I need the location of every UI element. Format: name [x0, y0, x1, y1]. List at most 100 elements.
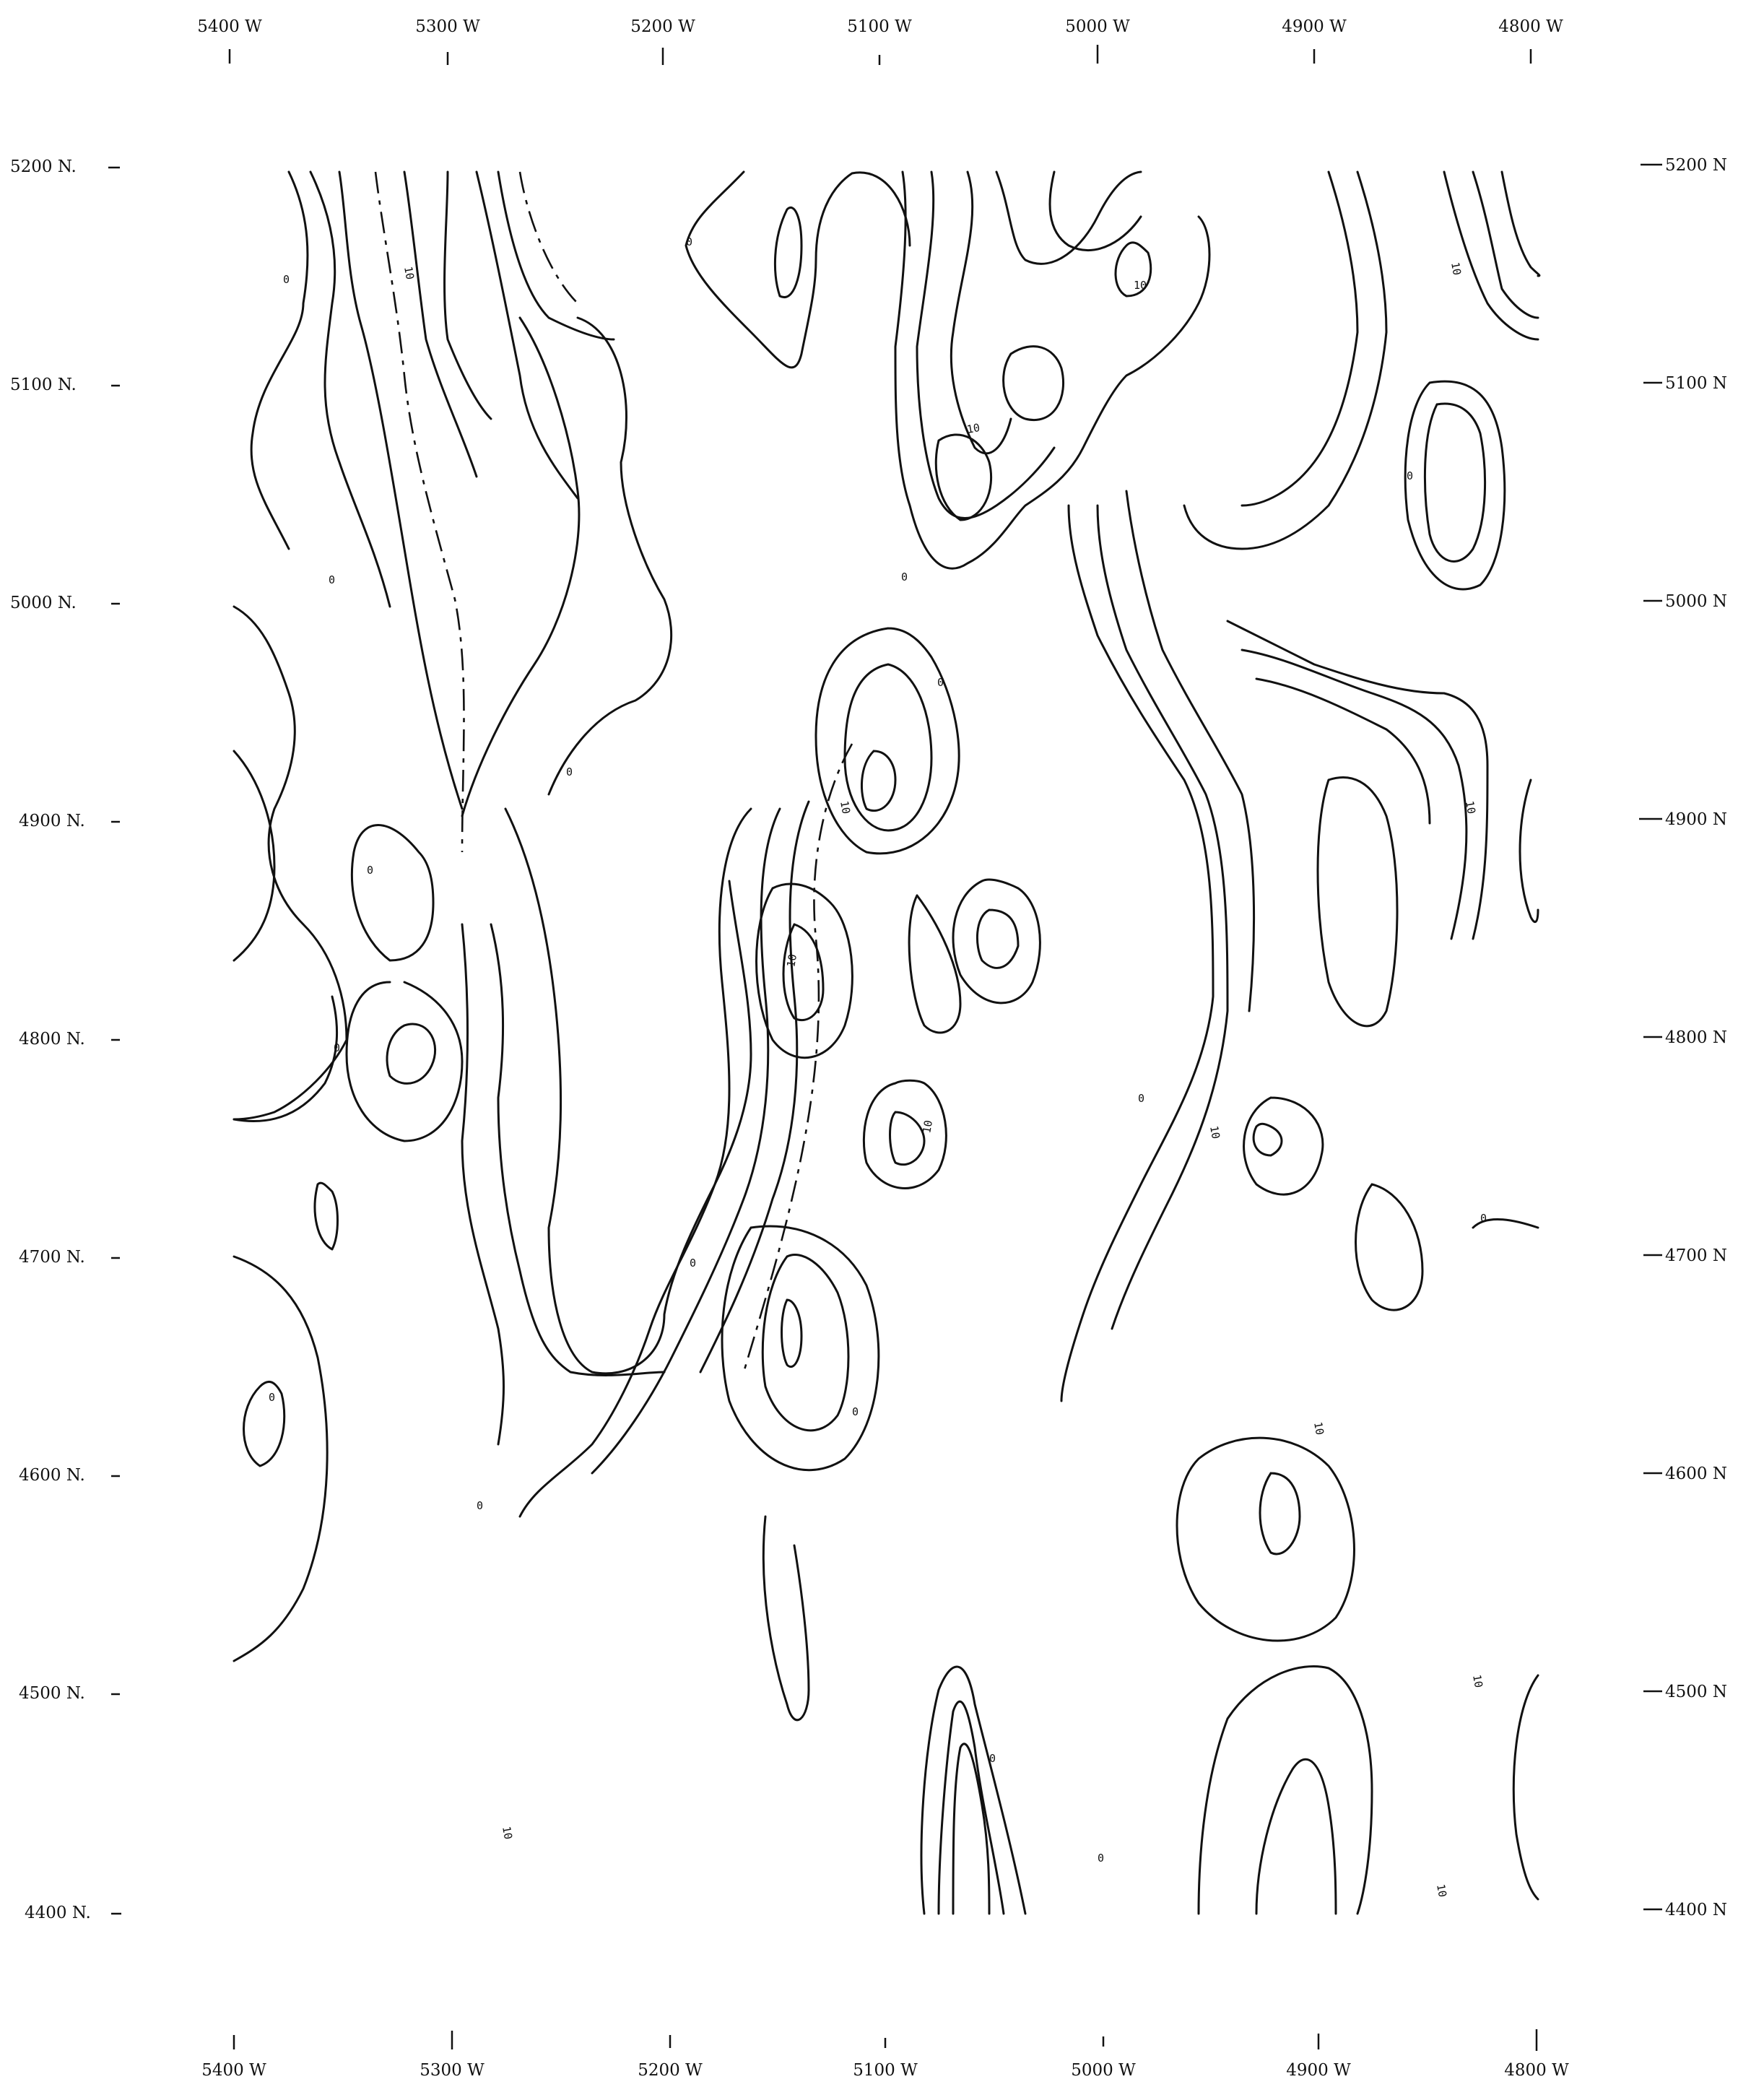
- contour-label: 10: [1207, 1125, 1222, 1140]
- contour-label: 10: [401, 266, 417, 281]
- contour-label: 10: [1311, 1421, 1326, 1436]
- left-axis: 5200 N. 5100 N. 5000 N. 4900 N. 4800 N. …: [10, 157, 121, 1922]
- contour-label: 0: [566, 765, 573, 778]
- contour-line: [1241, 170, 1359, 507]
- contour-line: [995, 170, 1142, 265]
- contour-line: [1518, 778, 1539, 924]
- bottom-axis-label-4800: 4800 W: [1504, 2061, 1569, 2080]
- contour-line: [233, 995, 339, 1123]
- contour-line: [1423, 402, 1487, 563]
- contour-line: [908, 894, 962, 1034]
- contour-line: [1472, 170, 1539, 319]
- left-axis-label-4600: 4600 N.: [19, 1466, 85, 1485]
- contour-line: [591, 807, 781, 1475]
- contour-line: [461, 316, 581, 817]
- right-axis-label-4800: 4800 N: [1665, 1028, 1727, 1047]
- contour-line: [934, 433, 993, 521]
- contour-line: [773, 207, 803, 299]
- contour-label: 0: [690, 1257, 696, 1270]
- bottom-axis-label-4900: 4900 W: [1286, 2061, 1351, 2080]
- contour-line: [338, 170, 464, 810]
- right-axis: 5200 N 5100 N 5000 N 4900 N 4800 N 4700 …: [1639, 156, 1727, 1919]
- contour-label: 10: [1434, 1883, 1449, 1899]
- left-axis-label-4400: 4400 N.: [25, 1904, 91, 1922]
- contour-line: [351, 824, 435, 962]
- top-axis-label-5100: 5100 W: [847, 17, 912, 36]
- contour-label: 10: [1448, 261, 1464, 277]
- contour-line: [862, 1079, 947, 1189]
- contour-label: 0: [1138, 1092, 1144, 1105]
- bottom-axis-label-5100: 5100 W: [853, 2061, 918, 2080]
- contour-label: 0: [329, 573, 335, 586]
- contour-line: [843, 663, 933, 832]
- bottom-axis-label-5300: 5300 W: [420, 2061, 485, 2080]
- top-axis-label-5200: 5200 W: [630, 17, 695, 36]
- right-axis-label-5200: 5200 N: [1665, 156, 1727, 175]
- contour-line: [1500, 170, 1541, 277]
- contour-line: [345, 981, 464, 1142]
- contour-lines: [233, 170, 1541, 1915]
- right-axis-label-4500: 4500 N: [1665, 1683, 1727, 1701]
- contour-label: 0: [686, 235, 692, 248]
- contour-line: [761, 1253, 850, 1432]
- contour-line: [755, 882, 853, 1059]
- contour-label: 10: [784, 953, 799, 968]
- contour-line: [1183, 170, 1388, 550]
- contour-line: [916, 170, 1056, 519]
- contour-line: [1176, 1436, 1355, 1642]
- contour-line: [518, 171, 578, 304]
- contour-line: [1197, 1665, 1373, 1915]
- contour-line: [1125, 490, 1256, 1012]
- contour-line: [443, 170, 492, 420]
- contour-label: 10: [1470, 1674, 1485, 1689]
- contour-line: [814, 627, 960, 855]
- right-axis-label-4400: 4400 N: [1665, 1901, 1727, 1919]
- contour-line: [243, 1380, 286, 1467]
- contour-label: 10: [1463, 800, 1478, 815]
- top-axis-label-4800: 4800 W: [1498, 17, 1563, 36]
- right-axis-label-5000: 5000 N: [1665, 592, 1727, 611]
- contour-label: 0: [901, 570, 908, 583]
- top-axis: 5400 W 5300 W 5200 W 5100 W 5000 W 4900 …: [197, 17, 1563, 65]
- contour-line: [518, 807, 752, 1518]
- contour-label: 0: [477, 1499, 483, 1512]
- contour-line: [889, 1111, 926, 1166]
- contour-line: [1443, 170, 1539, 341]
- contour-label: 0: [1098, 1852, 1104, 1865]
- contour-line: [1316, 776, 1399, 1028]
- contour-label: 10: [500, 1826, 515, 1841]
- contour-label: 10: [920, 1119, 935, 1134]
- contour-line: [782, 923, 825, 1021]
- left-axis-label-5200: 5200 N.: [10, 157, 77, 176]
- contour-label: 0: [1480, 1212, 1487, 1225]
- contour-line: [1472, 1218, 1539, 1229]
- contour-label: 10: [966, 421, 981, 436]
- top-axis-label-4900: 4900 W: [1282, 17, 1347, 36]
- right-axis-label-4900: 4900 N: [1665, 810, 1727, 829]
- contour-line: [1255, 1758, 1337, 1915]
- contour-line: [685, 170, 911, 369]
- contour-line: [894, 170, 1211, 570]
- contour-label: 0: [334, 1041, 340, 1054]
- contour-line: [742, 743, 853, 1373]
- contour-line: [461, 923, 505, 1446]
- contour-line: [1512, 1674, 1539, 1901]
- contour-line: [1096, 504, 1229, 1330]
- bottom-axis-label-5400: 5400 W: [201, 2061, 266, 2080]
- left-axis-label-4900: 4900 N.: [19, 812, 85, 830]
- contour-line: [976, 908, 1020, 969]
- contour-line: [1226, 620, 1489, 940]
- left-axis-label-4700: 4700 N.: [19, 1248, 85, 1267]
- left-axis-label-4500: 4500 N.: [19, 1684, 85, 1703]
- contour-label: 0: [1407, 469, 1413, 482]
- contour-label: 0: [852, 1405, 859, 1418]
- contour-label: 0: [283, 273, 290, 286]
- contour-line: [1252, 1122, 1283, 1157]
- contour-line: [313, 1181, 339, 1251]
- contour-label: 0: [937, 676, 944, 689]
- contour-labels: 0 10 0 0 0 0 0 0 0 10 0 10 10 10 10 0 0 …: [269, 235, 1487, 1898]
- bottom-axis-label-5200: 5200 W: [638, 2061, 703, 2080]
- right-axis-label-4700: 4700 N: [1665, 1246, 1727, 1265]
- contour-line: [937, 1700, 1005, 1915]
